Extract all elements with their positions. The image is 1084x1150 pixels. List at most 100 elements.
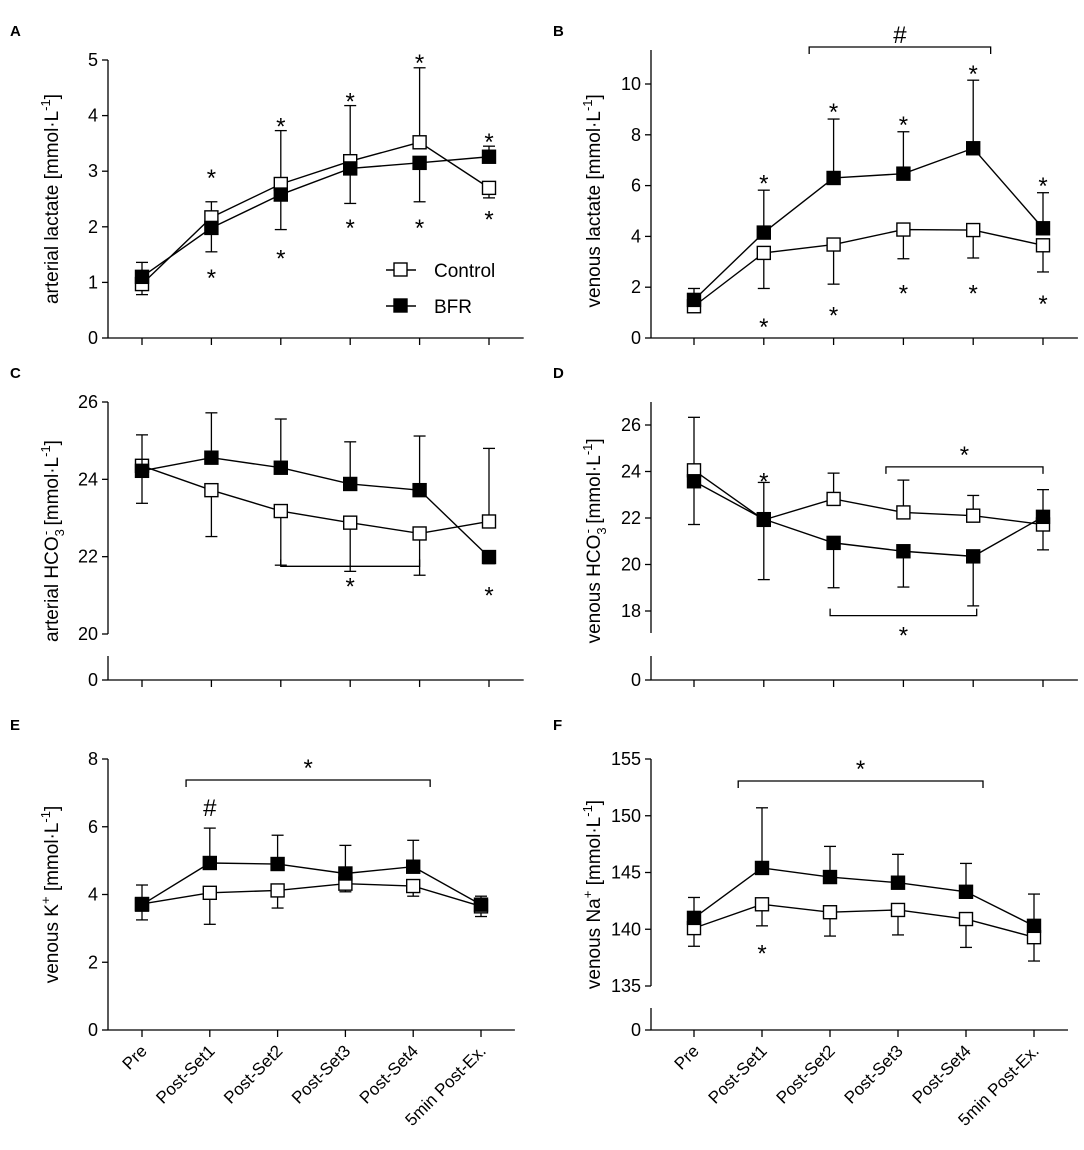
y-tick-label: 24 bbox=[78, 469, 98, 489]
data-point-bfr bbox=[481, 549, 497, 565]
series-control-line bbox=[141, 882, 482, 908]
significance-bracket bbox=[808, 46, 992, 54]
x-category-label: Post-Set1 bbox=[705, 1041, 771, 1107]
data-point-bfr bbox=[1035, 221, 1051, 236]
series-control-line bbox=[693, 228, 1044, 307]
data-point-bfr bbox=[134, 463, 150, 479]
data-point-bfr bbox=[270, 856, 285, 872]
significance-star: * bbox=[1038, 291, 1047, 318]
data-point-bfr bbox=[134, 269, 150, 285]
panel-d: D 18 20 22 24 26 0 venous HCO3- [mmol·L-1] * * * bbox=[553, 365, 1078, 690]
legend-bfr-label: BFR bbox=[434, 297, 472, 318]
significance-star: * bbox=[276, 246, 285, 273]
y-axis-label: arterial lactate [mmol·L-1] bbox=[38, 94, 63, 304]
significance-star: * bbox=[346, 215, 355, 242]
y-tick-label: 18 bbox=[621, 601, 641, 621]
significance-star: * bbox=[484, 129, 493, 156]
x-category-label: Post-Set1 bbox=[152, 1041, 218, 1107]
y-tick-label: 3 bbox=[88, 161, 98, 181]
y-axis-label-text: [mmol·L bbox=[584, 455, 605, 529]
data-point-control bbox=[896, 222, 911, 237]
data-point-bfr bbox=[686, 292, 702, 308]
y-axis-label-text: ] bbox=[42, 94, 63, 99]
significance-bracket bbox=[280, 559, 421, 567]
y-axis-label-text: [mmol·L bbox=[584, 817, 605, 891]
significance-star: * bbox=[757, 941, 766, 968]
significance-bracket bbox=[829, 608, 978, 617]
series-control-line bbox=[693, 469, 1044, 526]
y-tick-label: 2 bbox=[88, 952, 98, 972]
significance-hash: # bbox=[893, 22, 907, 49]
legend-bfr-marker bbox=[393, 298, 408, 313]
data-point-bfr bbox=[756, 511, 771, 527]
y-tick-label: 20 bbox=[621, 555, 641, 575]
y-axis-label-sup: -1 bbox=[580, 444, 595, 456]
series-bfr-line bbox=[693, 867, 1035, 927]
y-axis-label-sup: -1 bbox=[580, 805, 595, 817]
data-point-bfr bbox=[134, 897, 150, 912]
data-point-bfr bbox=[822, 869, 838, 885]
significance-star: * bbox=[899, 281, 908, 308]
y-axis-label-sup: -1 bbox=[38, 811, 53, 823]
y-tick-label: 5 bbox=[88, 50, 98, 70]
series-bfr-line bbox=[141, 862, 482, 906]
data-point-control bbox=[481, 514, 497, 529]
significance-star: * bbox=[484, 207, 493, 234]
y-axis-label-sup: + bbox=[580, 891, 595, 899]
panel-letter: E bbox=[10, 717, 20, 734]
significance-star: * bbox=[899, 112, 908, 139]
data-point-control bbox=[826, 491, 841, 507]
data-point-control bbox=[204, 482, 219, 498]
significance-star: * bbox=[856, 756, 865, 783]
y-tick-label: 10 bbox=[621, 74, 641, 94]
data-point-bfr bbox=[202, 855, 218, 871]
panel-a: A 0 1 2 3 4 5 arterial lactate [mmol·L-1] * * * * * *… bbox=[10, 23, 524, 348]
significance-star: * bbox=[303, 755, 312, 782]
data-point-control bbox=[343, 515, 358, 530]
data-point-control bbox=[754, 897, 770, 912]
data-point-control bbox=[756, 245, 771, 261]
data-point-bfr bbox=[412, 155, 427, 171]
y-tick-label: 2 bbox=[631, 277, 641, 297]
y-tick-label: 0 bbox=[88, 328, 98, 348]
data-point-bfr bbox=[204, 220, 219, 236]
y-tick-label: 0 bbox=[631, 1020, 641, 1040]
y-axis-label-text: venous lactate [mmol·L bbox=[584, 111, 605, 307]
y-tick-label: 145 bbox=[611, 863, 641, 883]
y-axis-label-sub: 3 bbox=[594, 527, 609, 534]
y-axis-label: venous K+ [mmol·L-1] bbox=[38, 806, 63, 984]
y-tick-label: 1 bbox=[88, 272, 98, 292]
y-axis-label-text: ] bbox=[584, 94, 605, 99]
y-axis-label-text: venous Na bbox=[584, 898, 605, 989]
data-point-control bbox=[412, 135, 427, 150]
data-point-control bbox=[270, 883, 285, 898]
y-tick-label: 22 bbox=[78, 547, 98, 567]
significance-star: * bbox=[415, 215, 424, 242]
y-axis-label-sup: -1 bbox=[38, 99, 53, 111]
y-axis-label-text: ] bbox=[42, 440, 63, 445]
significance-star: * bbox=[484, 582, 493, 609]
y-tick-label: 2 bbox=[88, 217, 98, 237]
data-point-bfr bbox=[473, 897, 489, 912]
x-category-label: Post-Set2 bbox=[220, 1041, 286, 1107]
y-tick-label: 150 bbox=[611, 806, 641, 826]
y-tick-label: 0 bbox=[631, 328, 641, 348]
legend-control-label: Control bbox=[434, 261, 495, 282]
data-point-bfr bbox=[896, 544, 911, 559]
y-axis-label: venous HCO3- [mmol·L-1] bbox=[580, 438, 609, 643]
x-category-label: Pre bbox=[119, 1041, 151, 1073]
data-point-bfr bbox=[406, 859, 421, 874]
x-category-label: Post-Set3 bbox=[841, 1041, 907, 1107]
significance-bracket bbox=[885, 466, 1044, 474]
y-tick-label: 20 bbox=[78, 624, 98, 644]
y-tick-label: 4 bbox=[88, 885, 98, 905]
y-tick-label: 26 bbox=[78, 392, 98, 412]
data-point-control bbox=[958, 911, 974, 927]
data-point-control bbox=[966, 222, 981, 238]
y-tick-label: 26 bbox=[621, 415, 641, 435]
panel-letter: C bbox=[10, 365, 21, 382]
panel-e: E 0 2 4 6 8 Pre Post-Set1 Post-Set2 Post-Set3 Post… bbox=[10, 717, 515, 1130]
data-point-control bbox=[826, 237, 841, 252]
series-bfr-line bbox=[141, 456, 490, 558]
